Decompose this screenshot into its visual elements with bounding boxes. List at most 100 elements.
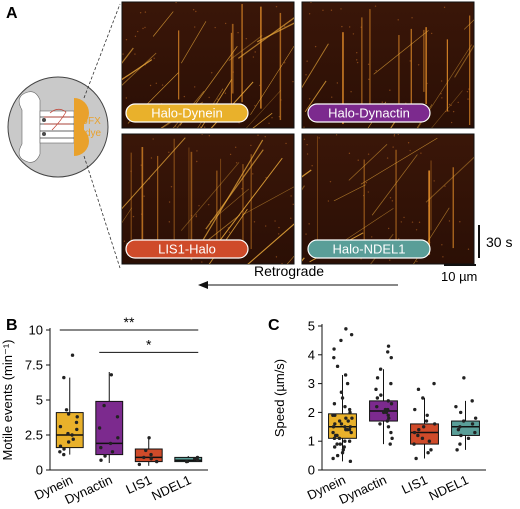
data-point — [149, 457, 153, 461]
data-point — [333, 413, 337, 417]
category-label: Dynactin — [337, 472, 389, 507]
kymograph: Halo-NDEL1 — [301, 133, 475, 265]
data-point — [429, 448, 433, 452]
data-point — [458, 410, 463, 415]
data-point — [458, 442, 462, 446]
data-point — [454, 404, 458, 409]
data-point — [337, 419, 342, 423]
data-point — [335, 453, 340, 458]
data-point — [413, 407, 417, 412]
kymograph: Halo-Dynein — [121, 1, 295, 129]
kymograph-label: Halo-NDEL1 — [333, 242, 406, 257]
kymograph-label: Halo-Dynein — [151, 106, 223, 121]
data-point — [184, 459, 189, 464]
data-point — [115, 415, 120, 419]
data-point — [62, 447, 66, 451]
data-point — [385, 419, 390, 423]
data-point — [432, 381, 436, 386]
category-label: NDEL1 — [426, 472, 470, 503]
data-point — [379, 393, 383, 397]
data-point — [473, 430, 477, 435]
data-point — [343, 373, 348, 377]
data-point — [383, 407, 388, 412]
category-label: NDEL1 — [149, 472, 193, 503]
data-point — [332, 402, 337, 406]
data-point — [149, 452, 153, 457]
data-point — [427, 439, 432, 443]
data-point — [378, 422, 382, 426]
data-point — [147, 436, 151, 440]
data-point — [347, 407, 352, 412]
data-point — [108, 441, 113, 446]
data-point — [335, 364, 340, 369]
data-point — [424, 419, 429, 423]
kymograph-label: Halo-Dynactin — [328, 106, 410, 121]
length-scale-label: 10 µm — [441, 269, 477, 284]
y-tick-label: 7.5 — [25, 358, 43, 373]
y-axis-label: Motile events (min⁻¹) — [0, 340, 15, 461]
category-label: LIS1 — [399, 472, 430, 497]
data-point — [110, 450, 115, 454]
data-point — [70, 353, 75, 357]
data-point — [62, 375, 66, 380]
y-tick-label: 2.5 — [25, 428, 43, 443]
data-point — [417, 427, 421, 432]
data-point — [344, 427, 348, 432]
kymograph-label-pill — [125, 239, 249, 259]
data-point — [375, 396, 380, 400]
kymograph-label: LIS1-Halo — [158, 242, 216, 257]
data-point — [389, 430, 393, 435]
kymograph: Halo-Dynactin — [301, 1, 475, 129]
data-point — [195, 458, 200, 462]
data-point — [74, 420, 79, 425]
data-point — [389, 381, 393, 386]
data-point — [389, 355, 393, 360]
data-point — [416, 433, 420, 438]
data-point — [339, 338, 343, 343]
data-point — [387, 416, 391, 420]
kymograph-traces — [302, 134, 474, 264]
data-point — [331, 456, 335, 461]
data-point — [386, 350, 390, 354]
data-point — [432, 422, 437, 426]
data-point — [425, 413, 429, 417]
data-point — [473, 416, 478, 420]
data-point — [416, 387, 421, 392]
data-point — [195, 455, 200, 460]
device-schematic: JFX dye — [7, 76, 109, 178]
data-point — [75, 427, 79, 432]
data-point — [386, 413, 390, 417]
data-point — [339, 422, 344, 426]
panel-letter-b: B — [6, 317, 18, 334]
kymograph: LIS1-Halo — [121, 133, 295, 265]
data-point — [337, 436, 342, 441]
data-point — [345, 381, 350, 386]
data-point — [375, 376, 380, 380]
data-point — [386, 344, 391, 348]
data-point — [66, 412, 71, 416]
data-point — [335, 442, 339, 446]
significance-label: ** — [124, 314, 135, 330]
data-point — [384, 410, 389, 415]
kymograph-traces — [302, 2, 474, 128]
data-point — [349, 332, 354, 337]
retrograde-label: Retrograde — [254, 263, 324, 279]
data-point — [344, 416, 348, 420]
data-point — [343, 439, 347, 443]
data-point — [338, 442, 343, 446]
data-point — [102, 403, 106, 408]
zoom-line-top — [83, 3, 121, 99]
data-point — [414, 456, 418, 461]
data-point — [66, 440, 71, 444]
data-point — [386, 425, 391, 429]
data-point — [75, 415, 79, 419]
y-tick-label: 0 — [36, 463, 43, 478]
y-tick-label: 1 — [308, 434, 315, 449]
data-point — [58, 444, 63, 448]
data-point — [71, 437, 75, 441]
category-label: LIS1 — [123, 472, 154, 497]
data-point — [332, 445, 337, 449]
